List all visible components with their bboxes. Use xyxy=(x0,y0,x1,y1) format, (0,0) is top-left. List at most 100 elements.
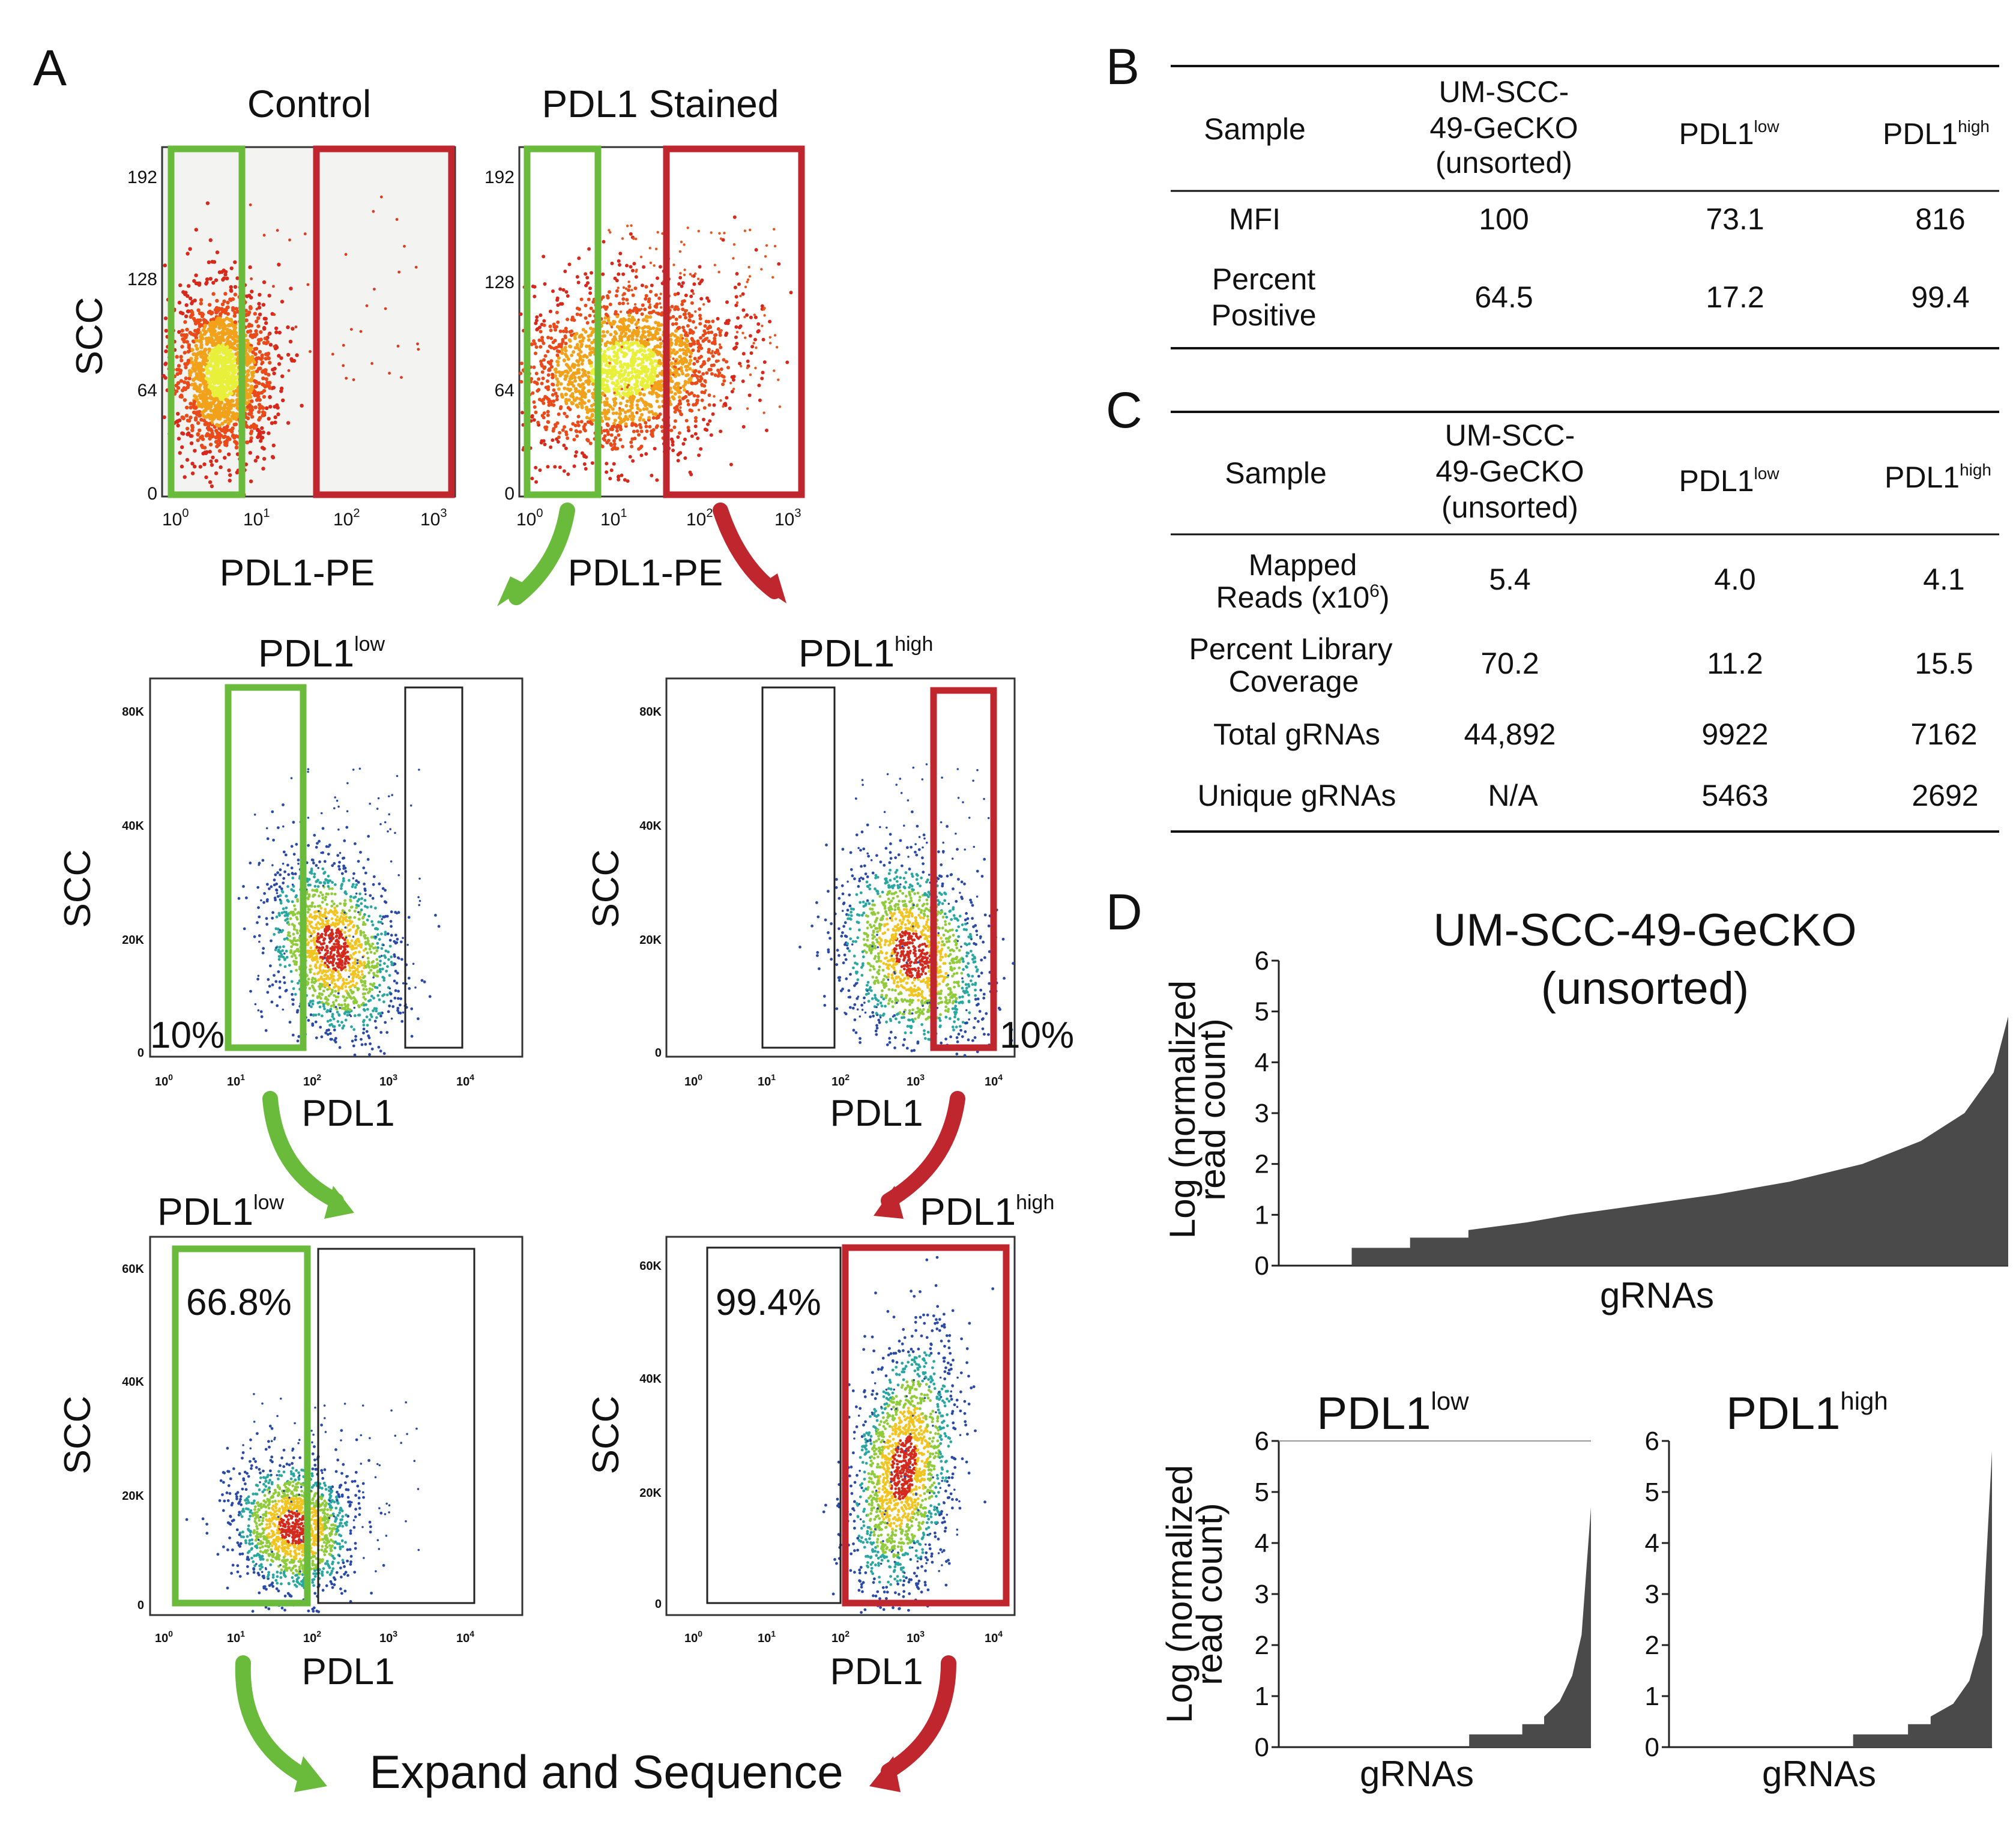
scatter-point xyxy=(608,368,612,372)
scatter-point xyxy=(300,403,304,408)
scatter-point xyxy=(214,414,219,418)
scatter-point xyxy=(587,338,591,342)
scatter-point xyxy=(262,394,267,399)
scatter-point xyxy=(190,471,195,476)
scatter-point xyxy=(214,429,219,433)
scatter-point xyxy=(565,414,569,418)
scatter-point xyxy=(261,376,265,381)
scatter-point xyxy=(220,302,225,307)
scatter-point xyxy=(295,917,299,921)
scatter-point xyxy=(706,422,710,426)
scatter-point xyxy=(190,312,195,317)
scatter-point xyxy=(289,917,292,920)
scatter-point xyxy=(285,913,289,916)
scatter-point xyxy=(325,903,328,906)
scatter-point xyxy=(400,958,403,961)
scatter-point xyxy=(255,455,260,459)
scatter-point xyxy=(602,305,606,309)
scatter-point xyxy=(291,900,294,904)
scatter-point xyxy=(714,333,718,337)
scatter-point xyxy=(617,259,621,263)
scatter-point xyxy=(195,372,199,376)
scatter-point xyxy=(393,979,396,983)
scatter-point xyxy=(363,935,366,938)
scatter-point xyxy=(354,943,357,946)
scatter-point xyxy=(324,984,327,987)
arrow-to-high xyxy=(713,503,782,599)
scatter-point xyxy=(659,353,663,357)
scatter-point xyxy=(551,375,555,379)
scatter-point xyxy=(180,328,184,333)
scatter-point xyxy=(729,462,733,467)
scatter-point xyxy=(687,429,691,433)
scatter-point xyxy=(611,366,615,370)
scatter-point xyxy=(273,345,276,348)
scatter-point xyxy=(722,375,726,379)
scatter-point xyxy=(396,971,399,975)
scatter-point xyxy=(644,294,648,298)
scatter-point xyxy=(578,356,582,360)
scatter-point xyxy=(372,875,376,878)
scatter-point xyxy=(384,307,387,310)
scatter-point xyxy=(232,375,236,379)
scatter-point xyxy=(326,998,330,1001)
scatter-point xyxy=(731,378,735,382)
scatter-point xyxy=(695,398,699,402)
scatter-point xyxy=(378,938,381,941)
scatter-point xyxy=(319,976,323,980)
scatter-point xyxy=(627,377,632,381)
scatter-point xyxy=(615,426,619,430)
scatter-point xyxy=(323,871,327,874)
scatter-point xyxy=(292,853,296,856)
scatter-point xyxy=(623,382,627,386)
scatter-point xyxy=(741,352,746,356)
scatter-point xyxy=(621,294,624,297)
scatter-point xyxy=(590,403,594,408)
scatter-point xyxy=(252,360,256,364)
scatter-point xyxy=(673,365,676,368)
scatter-point xyxy=(548,324,552,328)
scatter-point xyxy=(360,970,364,973)
scatter-point xyxy=(677,282,681,286)
scatter-point xyxy=(373,1019,377,1023)
scatter-point xyxy=(372,210,375,213)
scatter-point xyxy=(656,374,660,378)
scatter-point xyxy=(589,409,593,412)
scatter-point xyxy=(684,316,687,320)
scatter-point xyxy=(329,1032,332,1035)
scatter-point xyxy=(585,410,590,414)
scatter-point xyxy=(717,270,720,274)
scatter-point xyxy=(541,376,545,381)
scatter-point xyxy=(585,407,589,411)
scatter-point xyxy=(739,294,742,298)
scatter-point xyxy=(631,334,635,338)
scatter-point xyxy=(362,1008,366,1011)
scatter-point xyxy=(558,465,562,470)
scatter-point xyxy=(208,303,212,307)
scatter-point xyxy=(192,400,196,404)
scatter-point xyxy=(587,379,591,384)
scatter-point xyxy=(688,408,692,412)
scatter-point xyxy=(321,896,325,900)
scatter-point xyxy=(568,366,572,370)
scatter-point xyxy=(365,988,368,991)
scatter-point xyxy=(702,360,706,364)
scatter-point xyxy=(279,873,282,877)
scatter-point xyxy=(631,293,635,297)
scatter-point xyxy=(635,411,639,414)
scatter-point xyxy=(294,956,298,960)
scatter-point xyxy=(267,384,271,388)
scatter-point xyxy=(540,381,544,385)
scatter-point xyxy=(573,454,578,458)
scatter-point xyxy=(601,272,605,276)
scatter-point xyxy=(273,313,276,316)
scatter-point xyxy=(259,435,264,440)
scatter-point xyxy=(582,424,586,429)
mid-high-title: PDL1high xyxy=(798,632,933,675)
scatter-point xyxy=(353,916,357,919)
scatter-point xyxy=(533,405,537,409)
scatter-point xyxy=(760,268,763,271)
scatter-point xyxy=(189,402,193,406)
scatter-point xyxy=(183,351,187,355)
scatter-point xyxy=(334,922,337,925)
